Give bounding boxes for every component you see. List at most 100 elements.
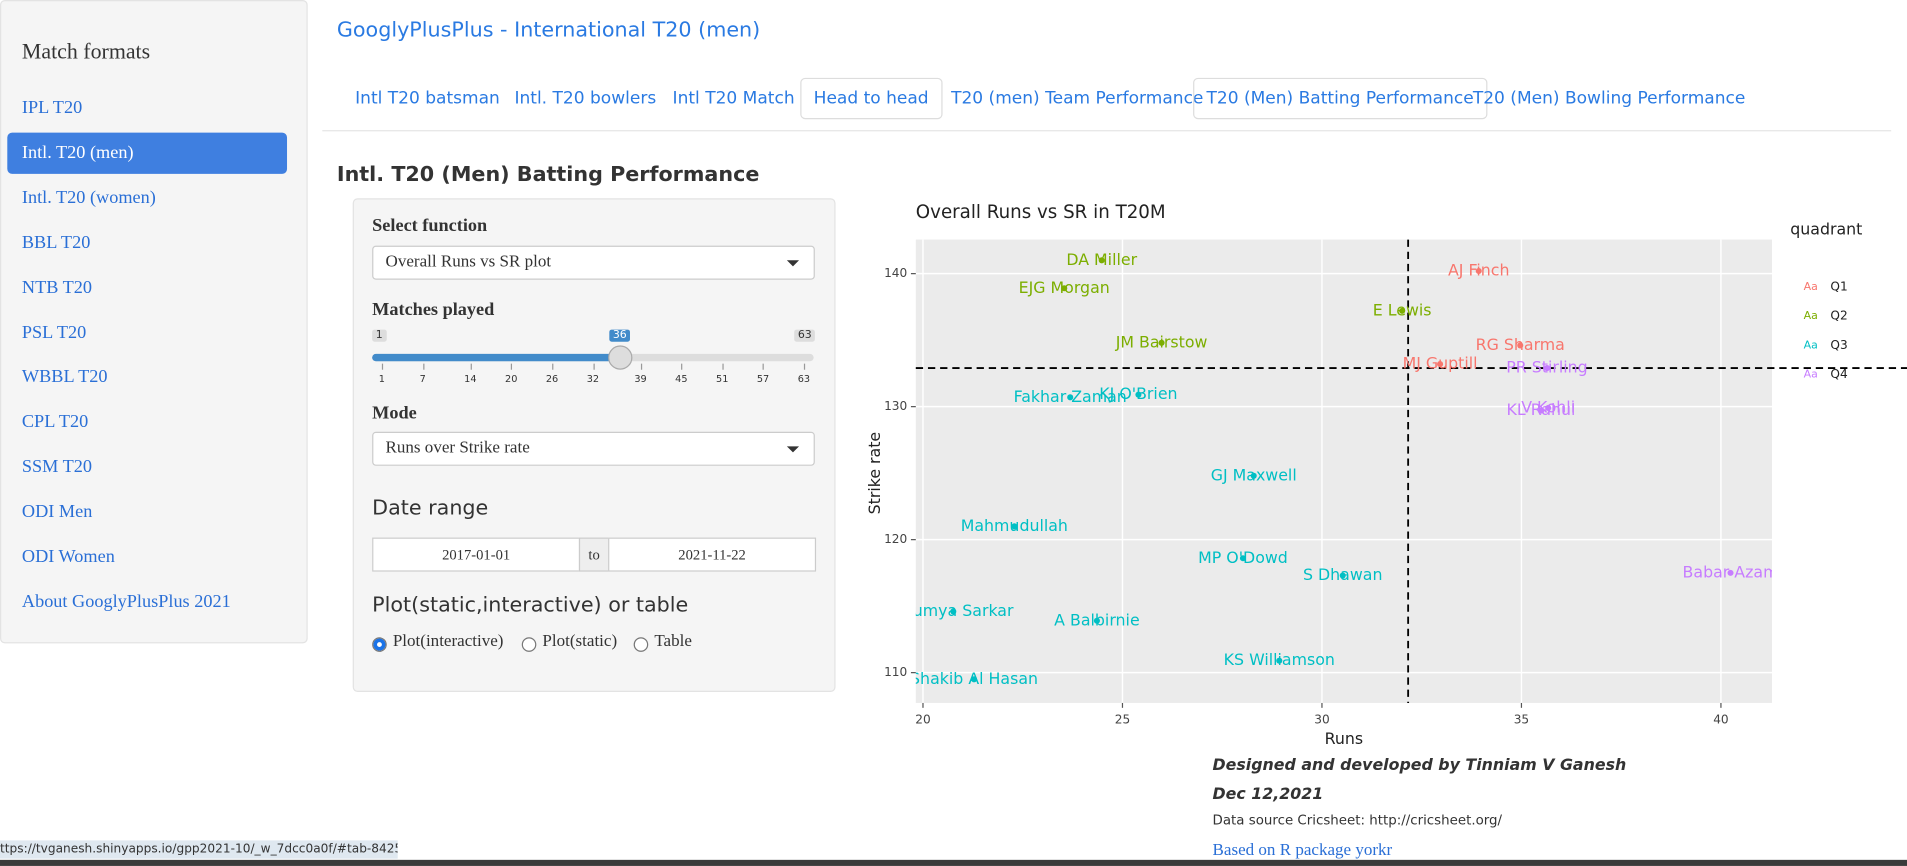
tab[interactable]: T20 (Men) Bowling Performance (1472, 88, 1746, 109)
point (1543, 365, 1551, 372)
nav-item[interactable]: BBL T20 (21, 233, 91, 253)
y-tick-label: 130 (884, 399, 907, 413)
point (1135, 391, 1142, 398)
slider-tick (511, 363, 513, 370)
nav-item[interactable]: PSL T20 (21, 322, 87, 343)
nav-item[interactable]: NTB T20 (21, 278, 93, 298)
label: Matches played (372, 300, 495, 320)
slider-tick (592, 363, 595, 370)
point-label: Babar Azam (1683, 562, 1779, 581)
label: Mode (372, 403, 417, 424)
slider-tick-label: 63 (797, 373, 811, 385)
tab[interactable]: Intl. T20 bowlers (514, 88, 657, 109)
mode-select[interactable]: Runs over Strike rate (372, 431, 815, 466)
point (1437, 361, 1444, 368)
date: Dec 12,2021 (1212, 785, 1324, 804)
point (1727, 569, 1734, 576)
slider-tick-label: 20 (505, 373, 518, 385)
nav-item[interactable]: Intl. T20 (men) (7, 132, 288, 174)
nav-item[interactable]: CPL T20 (21, 412, 89, 433)
point-label: EJG Morgan (1019, 278, 1110, 297)
nav-item[interactable]: About GooglyPlusPlus 2021 (21, 592, 231, 612)
tab[interactable]: Intl T20 Match (672, 88, 795, 109)
nav-item[interactable]: WBBL T20 (21, 367, 108, 388)
nav-item[interactable]: ODI Men (21, 502, 93, 522)
label: Plot(static,interactive) or table (372, 593, 689, 618)
tab[interactable]: T20 (men) Team Performance (951, 88, 1204, 109)
point-label: Soumya Sarkar (893, 601, 1014, 620)
nav-item[interactable]: IPL T20 (21, 98, 83, 118)
slider-tick (552, 363, 554, 370)
tab-divider (322, 130, 1892, 132)
nav-item[interactable]: SSM T20 (21, 457, 93, 477)
x-tick-label: 25 (1115, 712, 1130, 726)
point-label: KS Williamson (1224, 650, 1335, 669)
point-label: Mahmudullah (961, 516, 1068, 535)
legend-label: Q2 (1830, 309, 1847, 323)
point (1399, 307, 1406, 314)
slider-tick-label: 51 (716, 373, 729, 385)
slider-tick (722, 363, 724, 370)
point (1093, 617, 1100, 624)
radio-label[interactable]: Table (654, 632, 692, 651)
radio[interactable] (633, 637, 649, 652)
slider-handle[interactable] (607, 345, 633, 370)
radio[interactable] (372, 637, 387, 652)
slider-tick (470, 363, 472, 370)
point (950, 608, 957, 615)
date-end[interactable]: 2021-11-22 (608, 537, 817, 572)
date-start[interactable]: 2017-01-01 (372, 537, 581, 572)
point (1239, 555, 1247, 562)
point-label: DA Miller (1066, 250, 1137, 269)
slider-tick (422, 363, 424, 370)
legend-key: Aa (1804, 309, 1818, 322)
radio[interactable] (521, 637, 537, 652)
point-label: AJ Finch (1448, 260, 1510, 279)
legend-label: Q1 (1830, 280, 1847, 294)
point (1276, 657, 1283, 664)
slider-tick-label: 14 (464, 373, 477, 385)
legend-key: Aa (1804, 338, 1818, 351)
point (1250, 472, 1257, 479)
app-title: GooglyPlusPlus - International T20 (men) (336, 18, 761, 43)
slider-max: 63 (794, 329, 816, 342)
slider-tick-label: 57 (756, 373, 770, 385)
radio-label[interactable]: Plot(static) (542, 632, 618, 651)
tab[interactable]: Head to head (800, 77, 942, 120)
legend-label: Q3 (1830, 338, 1847, 352)
nav-item[interactable]: ODI Women (21, 547, 115, 567)
chart-title: Overall Runs vs SR in T20M (916, 202, 1166, 223)
status-url: ttps://tvganesh.shinyapps.io/gpp2021-10/… (0, 840, 398, 859)
legend-title: quadrant (1790, 219, 1862, 238)
slider-tick (803, 363, 806, 370)
legend-label: Q4 (1830, 367, 1848, 381)
nav-item[interactable]: Intl. T20 (women) (21, 188, 156, 208)
point-label: MJ Guptill (1403, 354, 1478, 373)
slider-tick-label: 7 (419, 373, 426, 385)
tab[interactable]: T20 (Men) Batting Performance (1193, 77, 1488, 120)
slider-tick-label: 45 (675, 373, 688, 385)
sidebar (0, 0, 308, 644)
y-tick-label: 110 (884, 665, 907, 679)
point (1537, 407, 1545, 414)
link[interactable]: Based on R package yorkr (1212, 841, 1393, 860)
slider-tick-label: 1 (378, 373, 385, 385)
function-select[interactable]: Overall Runs vs SR plot (372, 245, 815, 280)
point-label: Fakhar Zaman (1014, 387, 1127, 406)
point-label: A Balbirnie (1054, 610, 1140, 629)
radio-label[interactable]: Plot(interactive) (392, 632, 504, 651)
date-separator: to (578, 537, 610, 572)
slider-tick-label: 32 (586, 373, 600, 385)
tab[interactable]: Intl T20 batsman (355, 88, 500, 109)
point-label: E Lewis (1373, 300, 1432, 319)
x-tick-label: 35 (1514, 712, 1529, 726)
slider-tick-label: 26 (545, 373, 559, 385)
point-label: GJ Maxwell (1211, 465, 1297, 484)
slider-tick (763, 363, 765, 370)
point-label: JM Bairstow (1115, 332, 1208, 351)
y-tick-label: 120 (884, 532, 907, 546)
slider-tick-label: 39 (634, 373, 647, 385)
point-label: MP O'Dowd (1198, 548, 1288, 567)
